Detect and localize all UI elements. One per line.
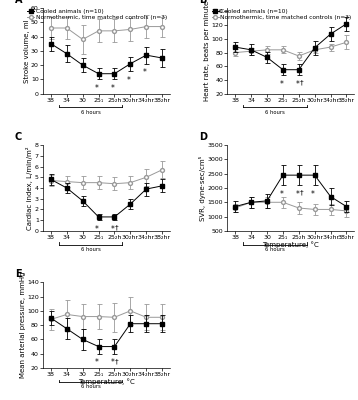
Text: 6 hours: 6 hours: [265, 247, 285, 252]
Text: †: †: [299, 80, 303, 86]
Legend: Cooled animals (n=10), Normothermic, time matched controls (n=3): Cooled animals (n=10), Normothermic, tim…: [212, 9, 352, 20]
Text: D: D: [199, 132, 207, 142]
Text: *: *: [295, 80, 299, 89]
Text: †: †: [299, 190, 303, 196]
Y-axis label: Mean arterial pressure, mmHg: Mean arterial pressure, mmHg: [20, 272, 26, 378]
Text: *: *: [95, 358, 99, 368]
Text: 6 hours: 6 hours: [265, 110, 285, 115]
Text: *: *: [143, 68, 146, 78]
Text: *: *: [279, 190, 283, 199]
Text: B: B: [199, 0, 207, 4]
Text: *: *: [111, 358, 115, 368]
Text: E: E: [15, 269, 21, 279]
Text: *: *: [111, 84, 115, 93]
Text: *: *: [311, 190, 315, 199]
Text: 6 hours: 6 hours: [81, 110, 101, 115]
Text: *: *: [279, 80, 283, 89]
X-axis label: Temperature, °C: Temperature, °C: [262, 242, 319, 248]
Text: *: *: [95, 84, 99, 93]
Y-axis label: SVR, dyne·sec/cm⁵: SVR, dyne·sec/cm⁵: [199, 155, 206, 221]
Text: A: A: [15, 0, 23, 4]
Text: 6 hours: 6 hours: [81, 384, 101, 389]
Text: 6 hours: 6 hours: [81, 247, 101, 252]
Legend: Cooled animals (n=10), Normothermic, time matched controls (n=3): Cooled animals (n=10), Normothermic, tim…: [27, 9, 167, 20]
Text: *: *: [295, 190, 299, 199]
X-axis label: Temperature, °C: Temperature, °C: [78, 378, 135, 385]
Y-axis label: Heart rate, beats per minute: Heart rate, beats per minute: [204, 1, 210, 101]
Text: *: *: [95, 225, 99, 234]
Y-axis label: Stroke volume, ml: Stroke volume, ml: [24, 19, 29, 83]
Text: *: *: [127, 76, 131, 84]
Text: *: *: [111, 225, 115, 234]
Y-axis label: Cardiac index, L/min/m²: Cardiac index, L/min/m²: [26, 146, 33, 230]
Text: †: †: [115, 225, 118, 231]
Text: C: C: [15, 132, 22, 142]
Text: †: †: [115, 358, 118, 364]
